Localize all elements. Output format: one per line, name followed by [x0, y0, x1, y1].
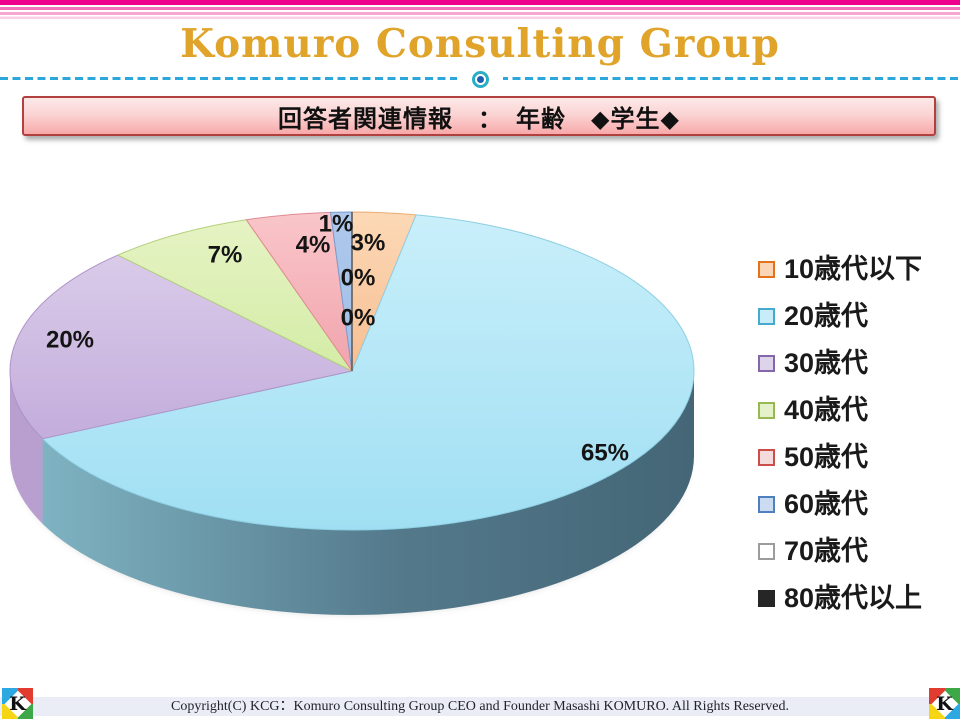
- top-stripes-decoration: [0, 0, 960, 19]
- pie-value-label: 20%: [46, 327, 94, 354]
- legend-swatch: [758, 261, 775, 278]
- pie-value-label: 7%: [208, 242, 243, 269]
- legend-label: 20歳代: [784, 301, 869, 331]
- pie-value-label: 3%: [351, 230, 386, 257]
- legend-item: 50歳代: [758, 434, 958, 481]
- legend-label: 60歳代: [784, 489, 869, 519]
- pie-slice: [9, 254, 354, 440]
- legend-label: 30歳代: [784, 348, 869, 378]
- chart-legend: 10歳代以下 20歳代 30歳代 40歳代 50歳代 60歳代 70歳代 80歳代以上: [758, 246, 958, 622]
- pie-value-label: 4%: [296, 232, 331, 259]
- kcg-logo-right: K: [929, 688, 960, 719]
- footer-band: Copyright(C) KCG：Komuro Consulting Group…: [0, 697, 960, 716]
- pie-value-label: 65%: [581, 440, 629, 467]
- bullseye-dot-icon: [476, 75, 484, 83]
- legend-item: 60歳代: [758, 481, 958, 528]
- legend-label: 70歳代: [784, 536, 869, 566]
- pie-slice-wall: [42, 371, 695, 615]
- legend-swatch: [758, 402, 775, 419]
- section-banner: 回答者関連情報 ： 年齢 ◆学生◆: [22, 96, 936, 136]
- legend-item: 10歳代以下: [758, 246, 958, 293]
- legend-item: 40歳代: [758, 387, 958, 434]
- legend-swatch: [758, 543, 775, 560]
- legend-item: 70歳代: [758, 528, 958, 575]
- pie-chart: 3% 65% 20% 7% 4% 1% 0% 0%: [0, 186, 720, 636]
- pie-slice: [41, 214, 695, 531]
- pie-chart-svg: 3% 65% 20% 7% 4%1% 0% 0%: [9, 211, 695, 615]
- pie-value-label: 0%: [341, 265, 376, 292]
- legend-swatch: [758, 590, 775, 607]
- legend-label: 80歳代以上: [784, 583, 923, 613]
- pie-value-label: 0%: [341, 305, 376, 332]
- section-banner-text: 回答者関連情報 ： 年齢 ◆学生◆: [278, 105, 680, 133]
- legend-swatch: [758, 308, 775, 325]
- legend-label: 50歳代: [784, 442, 869, 472]
- legend-item: 30歳代: [758, 340, 958, 387]
- pie-slice-wall: [10, 371, 43, 524]
- legend-label: 40歳代: [784, 395, 869, 425]
- pie-value-label: 1%: [319, 211, 354, 238]
- legend-item: 80歳代以上: [758, 575, 958, 622]
- legend-label: 10歳代以下: [784, 254, 923, 284]
- legend-swatch: [758, 496, 775, 513]
- bullseye-icon: [471, 70, 489, 88]
- logo-letter: K: [9, 692, 26, 715]
- legend-item: 20歳代: [758, 293, 958, 340]
- dashed-divider: [0, 67, 960, 91]
- logo-letter: K: [936, 692, 953, 715]
- kcg-logo-left: K: [2, 688, 33, 719]
- pie-slice: [116, 219, 353, 372]
- legend-swatch: [758, 355, 775, 372]
- copyright-text: Copyright(C) KCG：Komuro Consulting Group…: [171, 699, 789, 714]
- divider-ornament-box: [457, 67, 503, 91]
- legend-swatch: [758, 449, 775, 466]
- page-title: Komuro Consulting Group: [180, 21, 780, 67]
